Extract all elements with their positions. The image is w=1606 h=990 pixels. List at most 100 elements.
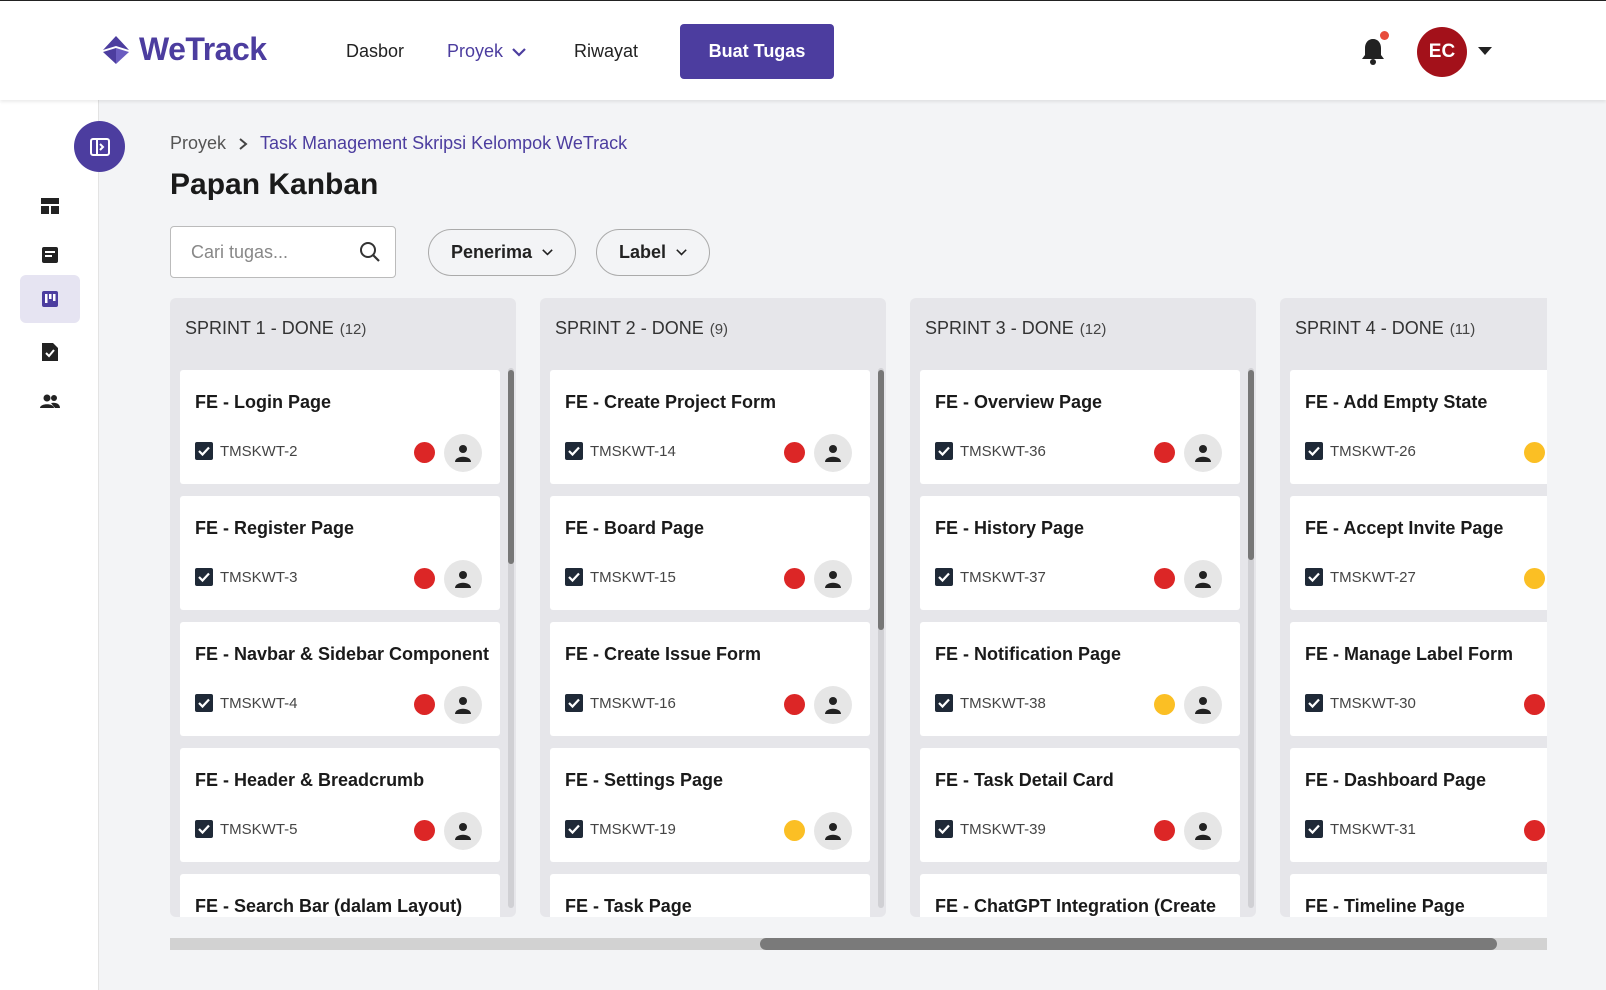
task-title: FE - Create Issue Form bbox=[565, 644, 762, 664]
user-avatar[interactable]: EC bbox=[1417, 27, 1467, 77]
assignee-avatar[interactable] bbox=[1184, 560, 1222, 598]
user-icon bbox=[825, 697, 841, 714]
task-title: FE - Register Page bbox=[195, 518, 355, 538]
column-scrollbar[interactable] bbox=[878, 368, 884, 908]
user-icon bbox=[455, 445, 471, 462]
column-count: (9) bbox=[709, 321, 729, 338]
user-icon bbox=[455, 571, 471, 588]
logo-text: WeTrack bbox=[139, 31, 267, 67]
sidebar-item-tasks[interactable] bbox=[20, 328, 80, 376]
column-header: SPRINT 3 - DONE (12) bbox=[925, 318, 1106, 339]
task-card[interactable]: FE - Create Project Form TMSKWT-14 bbox=[550, 370, 870, 484]
sidebar-item-members[interactable] bbox=[20, 377, 80, 425]
nav-history[interactable]: Riwayat bbox=[574, 41, 639, 61]
assignee-avatar[interactable] bbox=[444, 434, 482, 472]
task-card[interactable]: FE - Add Empty State TMSKWT-26 bbox=[1290, 370, 1547, 484]
notification-dot bbox=[1380, 31, 1389, 40]
task-card[interactable]: FE - History Page TMSKWT-37 bbox=[920, 496, 1240, 610]
breadcrumb-current[interactable]: Task Management Skripsi Kelompok WeTrack bbox=[260, 133, 628, 153]
bell-icon[interactable] bbox=[1360, 37, 1386, 65]
priority-indicator-high bbox=[784, 442, 805, 463]
priority-indicator-high bbox=[1524, 820, 1545, 841]
task-card[interactable]: FE - Dashboard Page TMSKWT-31 bbox=[1290, 748, 1547, 862]
assignee-avatar[interactable] bbox=[444, 686, 482, 724]
breadcrumb-root[interactable]: Proyek bbox=[170, 133, 227, 153]
search-input[interactable] bbox=[191, 241, 341, 263]
sidebar-item-kanban[interactable] bbox=[20, 275, 80, 323]
board-scrollbar-thumb[interactable] bbox=[760, 938, 1497, 950]
task-card[interactable]: FE - Register Page TMSKWT-3 bbox=[180, 496, 500, 610]
task-title: FE - Task Detail Card bbox=[935, 770, 1114, 790]
logo[interactable]: WeTrack bbox=[99, 31, 267, 68]
assignee-avatar[interactable] bbox=[814, 560, 852, 598]
assignee-avatar[interactable] bbox=[1184, 434, 1222, 472]
sidebar-item-list[interactable] bbox=[20, 231, 80, 279]
nav-project-label: Proyek bbox=[447, 41, 504, 61]
user-icon bbox=[1195, 445, 1211, 462]
task-key: TMSKWT-37 bbox=[960, 569, 1046, 586]
task-title: FE - Create Project Form bbox=[565, 392, 777, 412]
create-task-button[interactable]: Buat Tugas bbox=[680, 24, 834, 79]
panel-toggle-icon bbox=[89, 137, 110, 156]
task-card[interactable]: FE - Task Page bbox=[550, 874, 870, 917]
assignee-avatar[interactable] bbox=[814, 434, 852, 472]
task-key: TMSKWT-3 bbox=[220, 569, 298, 586]
task-key: TMSKWT-31 bbox=[1330, 821, 1416, 838]
chevron-right-icon bbox=[239, 137, 248, 150]
task-card[interactable]: FE - Overview Page TMSKWT-36 bbox=[920, 370, 1240, 484]
priority-indicator-medium bbox=[1524, 568, 1545, 589]
task-card[interactable]: FE - Manage Label Form TMSKWT-30 bbox=[1290, 622, 1547, 736]
task-card[interactable]: FE - Notification Page TMSKWT-38 bbox=[920, 622, 1240, 736]
user-icon bbox=[455, 697, 471, 714]
sidebar bbox=[0, 100, 99, 990]
assignee-avatar[interactable] bbox=[814, 686, 852, 724]
kanban-icon bbox=[42, 291, 58, 307]
assignee-avatar[interactable] bbox=[1184, 686, 1222, 724]
task-card[interactable]: FE - Board Page TMSKWT-15 bbox=[550, 496, 870, 610]
task-key: TMSKWT-36 bbox=[960, 443, 1046, 460]
priority-indicator-high bbox=[414, 820, 435, 841]
nav-project[interactable]: Proyek bbox=[447, 41, 527, 62]
search-icon[interactable] bbox=[359, 241, 381, 263]
priority-indicator-high bbox=[414, 694, 435, 715]
column-scrollbar-thumb[interactable] bbox=[1248, 370, 1254, 560]
task-card[interactable]: FE - Task Detail Card TMSKWT-39 bbox=[920, 748, 1240, 862]
task-title: FE - Login Page bbox=[195, 392, 332, 412]
task-type-check-icon bbox=[935, 694, 953, 712]
column-count: (11) bbox=[1449, 321, 1476, 338]
user-icon bbox=[1195, 571, 1211, 588]
column-scrollbar-thumb[interactable] bbox=[508, 370, 514, 564]
column-header: SPRINT 2 - DONE (9) bbox=[555, 318, 728, 339]
sidebar-toggle-button[interactable] bbox=[74, 121, 125, 172]
task-card[interactable]: FE - Search Bar (dalam Layout) bbox=[180, 874, 500, 917]
assignee-avatar[interactable] bbox=[444, 560, 482, 598]
column-scrollbar[interactable] bbox=[1248, 368, 1254, 908]
assignee-filter-label: Penerima bbox=[451, 242, 533, 262]
kanban-column: SPRINT 2 - DONE (9) FE - Create Project Fo… bbox=[540, 298, 886, 917]
task-card[interactable]: FE - Login Page TMSKWT-2 bbox=[180, 370, 500, 484]
task-card[interactable]: FE - Create Issue Form TMSKWT-16 bbox=[550, 622, 870, 736]
label-filter-button[interactable]: Label bbox=[596, 229, 710, 276]
column-scrollbar[interactable] bbox=[508, 368, 514, 908]
search-box bbox=[170, 226, 396, 278]
assignee-avatar[interactable] bbox=[444, 812, 482, 850]
assignee-avatar[interactable] bbox=[814, 812, 852, 850]
sidebar-item-board-overview[interactable] bbox=[20, 182, 80, 230]
task-key: TMSKWT-30 bbox=[1330, 695, 1416, 712]
task-title: FE - Search Bar (dalam Layout) bbox=[195, 896, 463, 916]
task-card[interactable]: FE - ChatGPT Integration (Create bbox=[920, 874, 1240, 917]
caret-down-icon[interactable] bbox=[1478, 47, 1492, 55]
task-title: FE - History Page bbox=[935, 518, 1085, 538]
task-card[interactable]: FE - Settings Page TMSKWT-19 bbox=[550, 748, 870, 862]
column-header: SPRINT 1 - DONE (12) bbox=[185, 318, 366, 339]
task-card[interactable]: FE - Timeline Page bbox=[1290, 874, 1547, 917]
task-card[interactable]: FE - Navbar & Sidebar Component TMSKWT-4 bbox=[180, 622, 500, 736]
priority-indicator-medium bbox=[1154, 694, 1175, 715]
task-card[interactable]: FE - Accept Invite Page TMSKWT-27 bbox=[1290, 496, 1547, 610]
nav-dashboard[interactable]: Dasbor bbox=[346, 41, 405, 61]
column-scrollbar-thumb[interactable] bbox=[878, 370, 884, 630]
assignee-avatar[interactable] bbox=[1184, 812, 1222, 850]
assignee-filter-button[interactable]: Penerima bbox=[428, 229, 576, 276]
task-card[interactable]: FE - Header & Breadcrumb TMSKWT-5 bbox=[180, 748, 500, 862]
user-icon bbox=[825, 445, 841, 462]
